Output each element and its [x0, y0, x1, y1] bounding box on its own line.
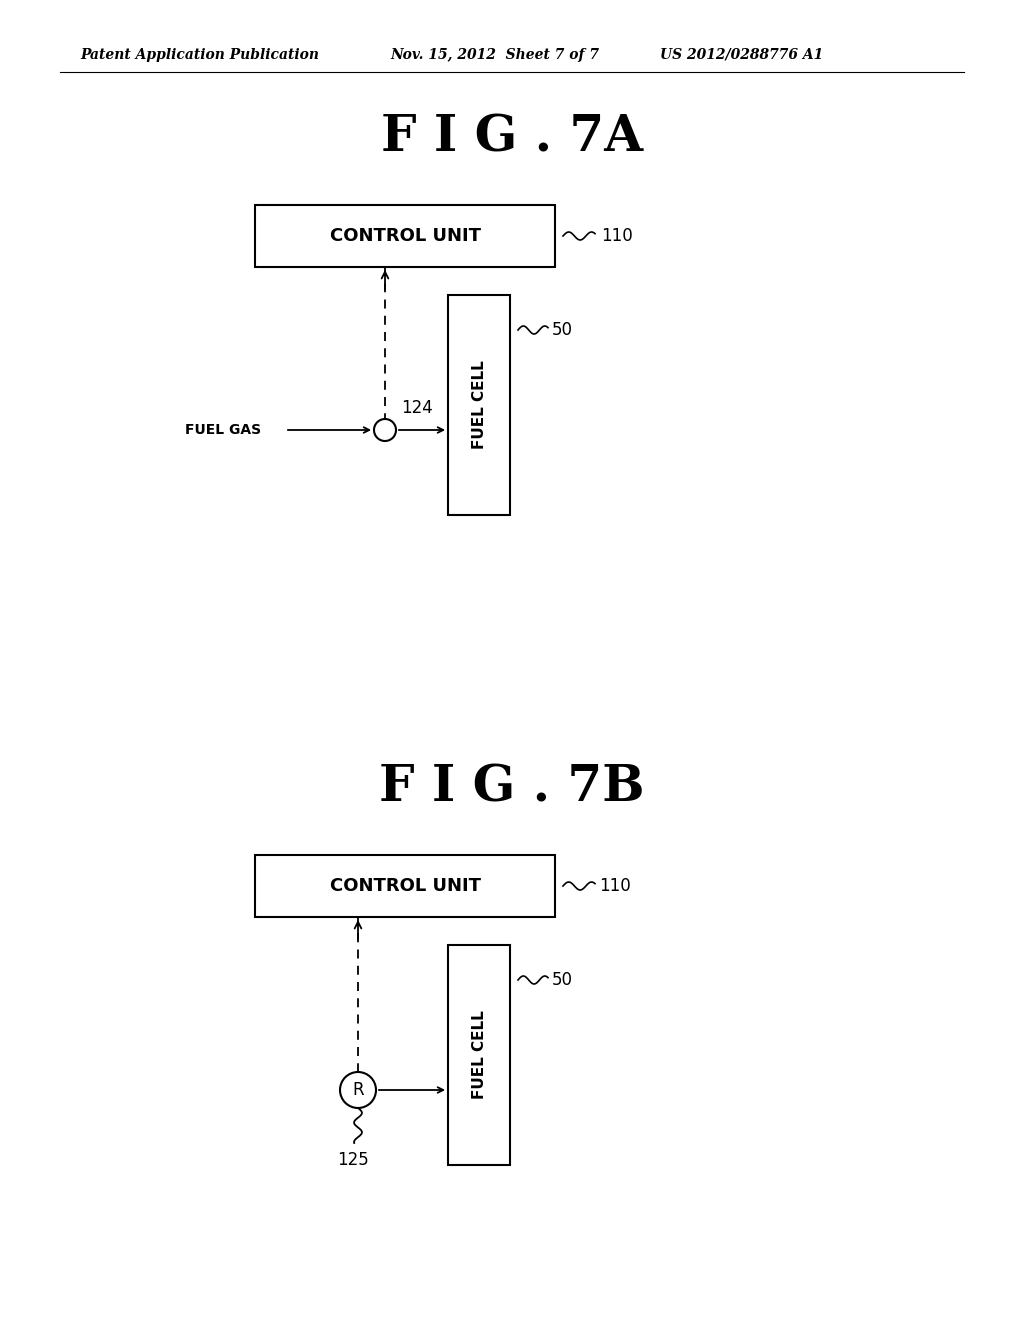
Bar [255, 855, 555, 917]
Bar [449, 945, 510, 1166]
Text: F I G . 7B: F I G . 7B [379, 763, 645, 813]
Text: F I G . 7A: F I G . 7A [381, 114, 643, 162]
Text: 125: 125 [337, 1151, 369, 1170]
Text: 50: 50 [552, 321, 573, 339]
Text: FUEL CELL: FUEL CELL [471, 1011, 486, 1100]
Text: Nov. 15, 2012  Sheet 7 of 7: Nov. 15, 2012 Sheet 7 of 7 [390, 48, 599, 62]
Text: R: R [352, 1081, 364, 1100]
Text: 110: 110 [601, 227, 633, 246]
Text: CONTROL UNIT: CONTROL UNIT [330, 227, 480, 246]
Circle shape [374, 418, 396, 441]
Text: 50: 50 [552, 972, 573, 989]
Text: Patent Application Publication: Patent Application Publication [80, 48, 319, 62]
Bar [255, 205, 555, 267]
Text: 110: 110 [599, 876, 631, 895]
Text: FUEL CELL: FUEL CELL [471, 360, 486, 449]
Text: 124: 124 [401, 399, 433, 417]
Bar [449, 294, 510, 515]
Circle shape [340, 1072, 376, 1107]
Text: FUEL GAS: FUEL GAS [185, 422, 261, 437]
Text: CONTROL UNIT: CONTROL UNIT [330, 876, 480, 895]
Text: US 2012/0288776 A1: US 2012/0288776 A1 [660, 48, 823, 62]
